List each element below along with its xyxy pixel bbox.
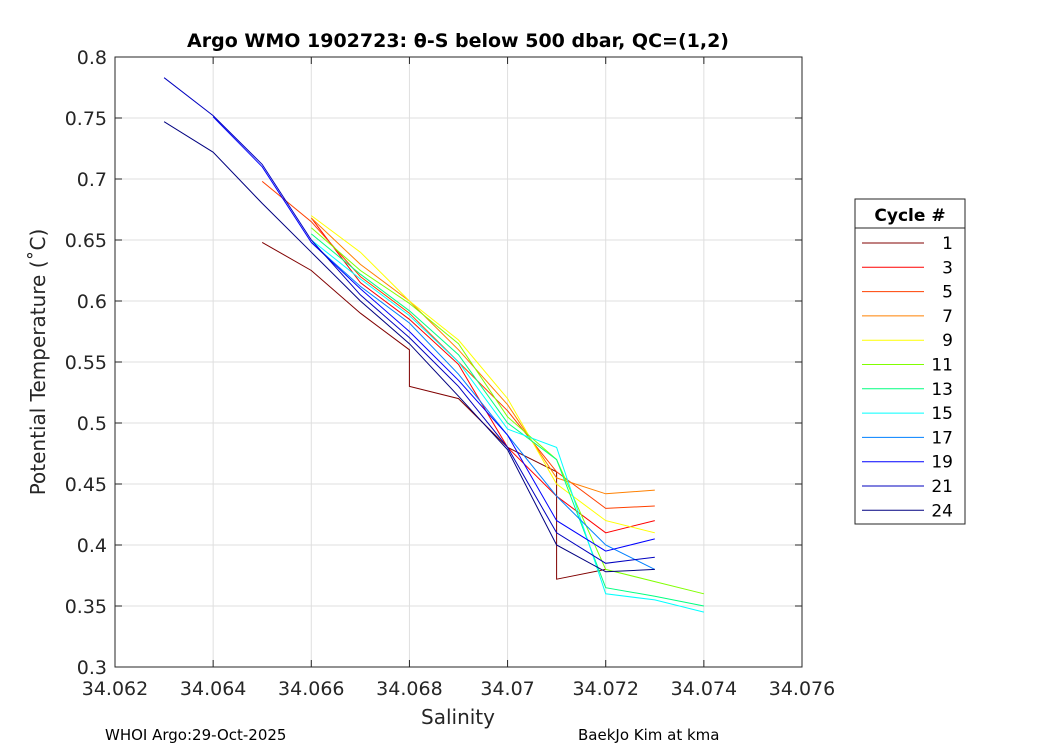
series-line-cycle-3 xyxy=(310,217,655,534)
y-tick-label: 0.8 xyxy=(77,47,107,69)
legend-box xyxy=(854,198,966,525)
x-tick-label: 34.066 xyxy=(278,678,344,700)
x-tick-label: 34.07 xyxy=(480,678,534,700)
series-line-cycle-1 xyxy=(261,241,606,580)
legend-label-cycle-17: 17 xyxy=(931,428,953,448)
series-line-cycle-11 xyxy=(310,227,705,595)
y-tick-label: 0.75 xyxy=(65,108,107,130)
x-tick-label: 34.062 xyxy=(82,678,148,700)
y-tick-label: 0.35 xyxy=(65,596,107,618)
x-tick-label: 34.068 xyxy=(376,678,442,700)
series-line-cycle-21 xyxy=(163,77,655,564)
footer-right-text: BaekJo Kim at kma xyxy=(578,726,720,744)
legend-label-cycle-15: 15 xyxy=(931,404,953,424)
y-tick-label: 0.65 xyxy=(65,230,107,252)
x-tick-label: 34.076 xyxy=(769,678,835,700)
x-tick-label: 34.064 xyxy=(180,678,246,700)
axes: 34.062 34.064 34.066 34.068 34.07 34.072 34.07… xyxy=(65,47,836,700)
series-line-cycle-13 xyxy=(310,233,704,607)
x-axis-label: Salinity xyxy=(421,705,495,729)
legend-label-cycle-1: 1 xyxy=(942,234,953,254)
series-layer xyxy=(163,77,705,613)
y-tick-label: 0.7 xyxy=(77,169,107,191)
x-tick-label: 34.072 xyxy=(572,678,638,700)
y-tick-label: 0.4 xyxy=(77,535,107,557)
y-tick-label: 0.3 xyxy=(77,657,107,679)
legend-label-cycle-13: 13 xyxy=(931,380,953,400)
legend-label-cycle-21: 21 xyxy=(931,477,953,497)
y-tick-label: 0.55 xyxy=(65,352,107,374)
series-line-cycle-15 xyxy=(310,239,705,613)
footer-left-text: WHOI Argo:29-Oct-2025 xyxy=(105,726,287,744)
legend-label-cycle-5: 5 xyxy=(942,283,953,303)
ticks: 34.062 34.064 34.066 34.068 34.07 34.072 34.07… xyxy=(65,47,836,700)
legend-label-cycle-9: 9 xyxy=(942,331,953,351)
y-tick-label: 0.6 xyxy=(77,291,107,313)
chart-title: Argo WMO 1902723: θ-S below 500 dbar, QC… xyxy=(187,30,729,52)
series-line-cycle-17 xyxy=(310,242,656,570)
legend-label-cycle-3: 3 xyxy=(942,258,953,278)
legend-label-cycle-24: 24 xyxy=(931,501,953,521)
legend-label-cycle-19: 19 xyxy=(931,453,953,473)
x-tick-label: 34.074 xyxy=(671,678,737,700)
y-tick-label: 0.5 xyxy=(77,413,107,435)
series-line-cycle-19 xyxy=(212,116,655,552)
series-line-cycle-9 xyxy=(311,215,655,534)
series-line-cycle-24 xyxy=(163,121,655,573)
legend-label-cycle-11: 11 xyxy=(931,356,953,376)
series-line-cycle-7 xyxy=(310,217,655,495)
y-tick-label: 0.45 xyxy=(65,474,107,496)
y-axis-label: Potential Temperature (˚C) xyxy=(26,229,50,496)
legend-label-cycle-7: 7 xyxy=(942,307,953,327)
legend-title: Cycle # xyxy=(874,206,945,226)
